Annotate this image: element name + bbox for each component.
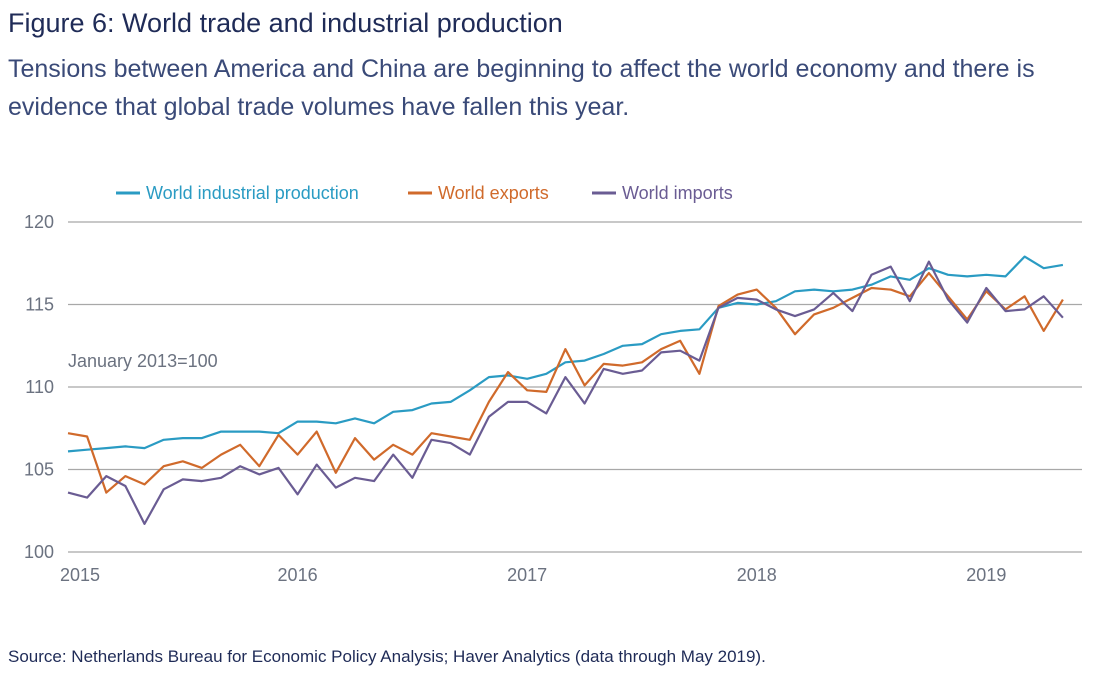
x-tick-label: 2017 bbox=[507, 565, 547, 585]
x-tick-label: 2018 bbox=[737, 565, 777, 585]
x-axis-ticks: 2015 2016 2017 2018 2019 bbox=[60, 565, 1006, 585]
index-base-note: January 2013=100 bbox=[68, 351, 218, 371]
y-tick-label: 100 bbox=[24, 542, 54, 562]
legend-label: World industrial production bbox=[146, 183, 359, 203]
x-tick-label: 2015 bbox=[60, 565, 100, 585]
x-tick-label: 2016 bbox=[278, 565, 318, 585]
series-lines bbox=[67, 255, 1064, 526]
series-line bbox=[67, 260, 1064, 526]
line-chart: 100 105 110 115 120 2015 2016 2017 2018 2019 Jan… bbox=[24, 183, 1082, 585]
y-tick-label: 105 bbox=[24, 460, 54, 480]
legend-label: World imports bbox=[622, 183, 733, 203]
x-tick-label: 2019 bbox=[966, 565, 1006, 585]
gridlines bbox=[68, 221, 1082, 553]
series-line bbox=[67, 272, 1064, 494]
legend-label: World exports bbox=[438, 183, 549, 203]
y-axis-ticks: 100 105 110 115 120 bbox=[24, 212, 54, 562]
source-note: Source: Netherlands Bureau for Economic … bbox=[8, 647, 766, 666]
chart-title: Figure 6: World trade and industrial pro… bbox=[8, 8, 563, 38]
y-tick-label: 115 bbox=[25, 295, 54, 315]
y-tick-label: 120 bbox=[24, 212, 54, 232]
y-tick-label: 110 bbox=[25, 377, 54, 397]
legend: World industrial production World exports… bbox=[116, 183, 733, 203]
chart-subtitle: Tensions between America and China are b… bbox=[8, 55, 1035, 121]
